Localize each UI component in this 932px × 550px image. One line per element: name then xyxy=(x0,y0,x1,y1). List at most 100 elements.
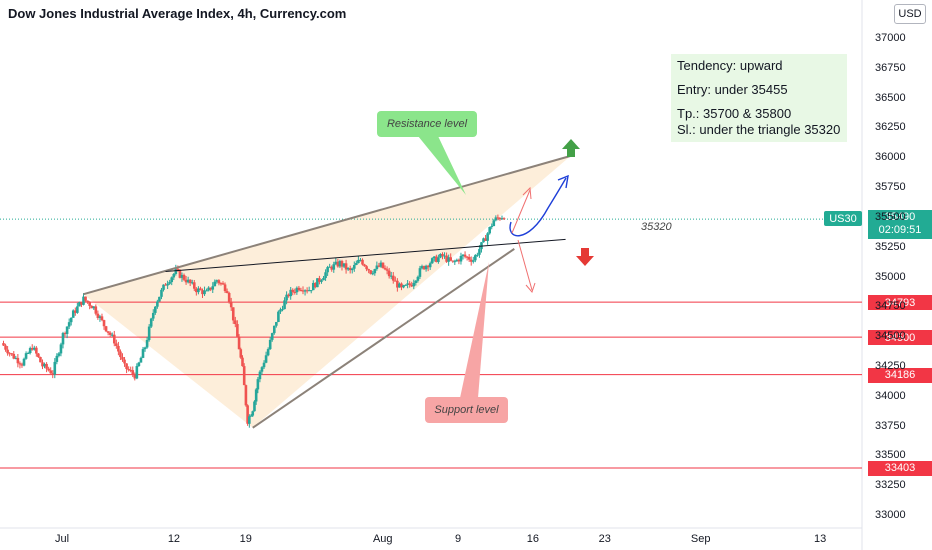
candle-body xyxy=(342,263,346,267)
candle-body xyxy=(488,227,491,234)
candle-body xyxy=(176,268,180,271)
candle-body xyxy=(293,291,297,293)
candle-body xyxy=(82,296,85,305)
candle-body xyxy=(209,287,212,290)
candle-body xyxy=(24,353,28,359)
arrow-down-icon xyxy=(576,248,594,266)
candle-body xyxy=(490,226,494,228)
candle-body xyxy=(451,260,455,262)
candle-body xyxy=(318,278,321,282)
candle-body xyxy=(127,369,130,371)
time-axis-tick: 16 xyxy=(526,533,540,545)
candle-body xyxy=(249,415,253,417)
level-price-tag: 34793 xyxy=(868,295,932,311)
candle-body xyxy=(414,280,418,283)
candle-body xyxy=(424,265,428,270)
candle-body xyxy=(268,339,272,350)
candle-body xyxy=(387,270,391,277)
candle-body xyxy=(277,311,280,322)
candle-body xyxy=(299,289,303,291)
candle-body xyxy=(108,332,112,335)
candle-body xyxy=(69,317,73,323)
price-axis-tick: 35000 xyxy=(875,270,906,283)
breakdown-arrow xyxy=(517,239,533,291)
candle-body xyxy=(283,300,286,310)
bar-countdown: 02:09:51 xyxy=(878,224,922,236)
candle-body xyxy=(332,264,336,270)
candle-body xyxy=(291,289,295,292)
level-price-tag: 33403 xyxy=(868,460,932,476)
candle-body xyxy=(389,275,393,277)
candle-body xyxy=(55,355,59,362)
candle-body xyxy=(391,275,395,281)
candle-body xyxy=(184,279,188,283)
candle-body xyxy=(396,280,399,288)
candle-body xyxy=(115,343,118,346)
entry-text: Entry: under 35455 xyxy=(677,82,788,97)
price-axis-tick: 36750 xyxy=(875,61,906,74)
candle-body xyxy=(365,266,368,270)
candle-body xyxy=(303,290,307,292)
candle-body xyxy=(190,282,194,284)
candle-body xyxy=(408,283,411,285)
candle-body xyxy=(445,255,448,262)
candle-body xyxy=(215,280,219,282)
candle-body xyxy=(63,333,67,335)
candle-body xyxy=(151,312,155,319)
candle-body xyxy=(197,288,200,293)
price-axis-tick: 33250 xyxy=(875,479,906,492)
support-callout-pointer xyxy=(460,262,489,398)
candle-body xyxy=(90,305,94,309)
candle-body xyxy=(314,282,317,288)
candle-body xyxy=(43,363,46,367)
candle-body xyxy=(258,371,262,380)
candle-body xyxy=(49,370,52,374)
resistance-line xyxy=(83,154,571,296)
candle-body xyxy=(137,362,141,367)
level-price-tag: 34500 xyxy=(868,330,932,346)
candle-body xyxy=(41,362,44,367)
candle-body xyxy=(86,300,89,303)
candle-body xyxy=(428,263,432,268)
time-axis-tick: 9 xyxy=(455,533,462,545)
candle-body xyxy=(285,294,288,301)
candle-body xyxy=(241,357,244,367)
currency-button[interactable]: USD xyxy=(894,4,926,24)
candle-body xyxy=(381,262,385,269)
candle-body xyxy=(80,302,83,305)
candle-body xyxy=(355,263,358,265)
candle-body xyxy=(439,253,442,258)
candle-body xyxy=(344,263,348,270)
price-axis-tick: 33750 xyxy=(875,419,906,432)
price-axis-tick: 36500 xyxy=(875,91,906,104)
time-axis-tick: 19 xyxy=(239,533,252,545)
candle-body xyxy=(260,367,264,372)
candle-body xyxy=(123,359,126,364)
price-axis-tick: 35500 xyxy=(875,210,906,223)
candle-body xyxy=(498,218,502,220)
candle-body xyxy=(8,353,11,355)
candle-body xyxy=(217,280,221,284)
candle-body xyxy=(430,258,434,264)
candle-body xyxy=(492,220,496,227)
candle-body xyxy=(168,282,171,284)
candle-body xyxy=(26,353,30,355)
support-line xyxy=(252,248,515,429)
candle-body xyxy=(170,277,174,283)
candle-body xyxy=(262,362,266,368)
candle-body xyxy=(61,333,65,345)
candle-body xyxy=(106,331,110,333)
candle-body xyxy=(244,385,248,406)
candle-body xyxy=(221,283,225,285)
candle-body xyxy=(195,288,198,293)
candle-body xyxy=(248,416,251,424)
candle-body xyxy=(174,268,178,274)
candle-body xyxy=(172,273,176,278)
candle-body xyxy=(441,253,444,256)
candle-body xyxy=(459,255,463,262)
candle-body xyxy=(416,276,420,281)
candle-body xyxy=(37,353,40,358)
time-axis-tick: Aug xyxy=(372,533,393,545)
candle-body xyxy=(471,260,475,262)
